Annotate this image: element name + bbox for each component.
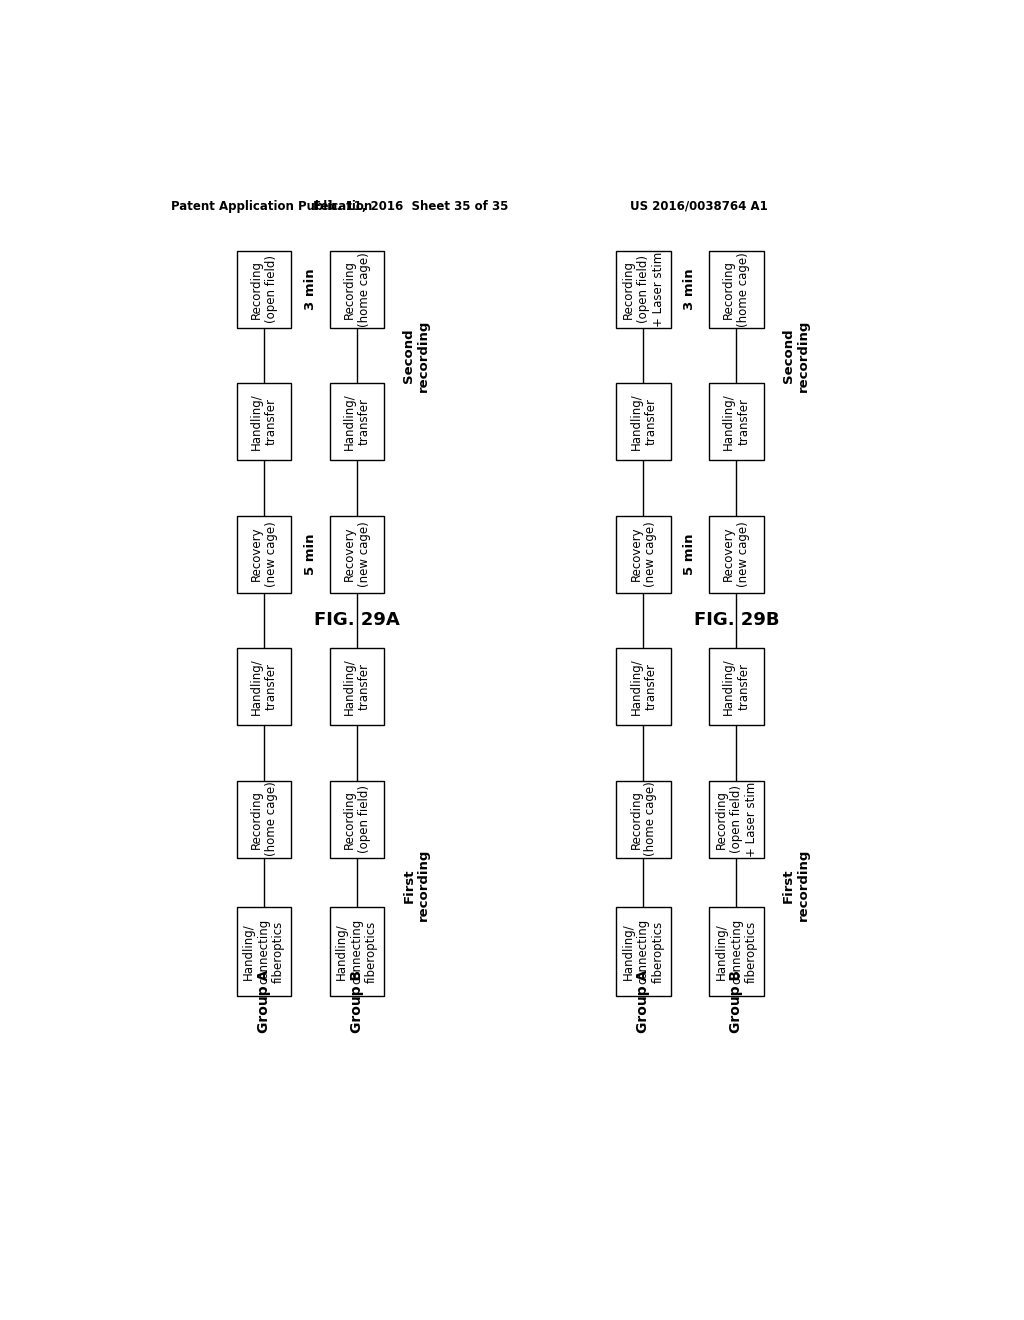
FancyBboxPatch shape [330,907,384,995]
Text: 3 min: 3 min [304,268,316,310]
FancyBboxPatch shape [710,251,764,327]
FancyBboxPatch shape [616,516,671,593]
Text: Group A: Group A [257,970,270,1034]
Text: Recovery
(new cage): Recovery (new cage) [250,521,278,587]
Text: Recording
(home cage): Recording (home cage) [630,781,657,857]
Text: Recording
(home cage): Recording (home cage) [343,252,371,326]
Text: Second
recording: Second recording [782,319,810,392]
FancyBboxPatch shape [710,516,764,593]
Text: Second
recording: Second recording [402,319,430,392]
Text: Group A: Group A [636,970,650,1034]
Text: Handling/
connecting
fiberoptics: Handling/ connecting fiberoptics [715,919,758,985]
Text: Recording
(open field): Recording (open field) [343,785,371,853]
Text: Handling/
connecting
fiberoptics: Handling/ connecting fiberoptics [242,919,285,985]
FancyBboxPatch shape [616,780,671,858]
Text: Handling/
transfer: Handling/ transfer [630,659,657,715]
Text: Handling/
transfer: Handling/ transfer [250,659,278,715]
FancyBboxPatch shape [330,648,384,725]
Text: Handling/
transfer: Handling/ transfer [722,659,751,715]
FancyBboxPatch shape [616,648,671,725]
Text: Recording
(home cage): Recording (home cage) [250,781,278,857]
Text: Recording
(open field): Recording (open field) [250,255,278,323]
FancyBboxPatch shape [237,383,291,461]
Text: Handling/
transfer: Handling/ transfer [630,393,657,450]
FancyBboxPatch shape [330,516,384,593]
FancyBboxPatch shape [616,251,671,327]
Text: Group B: Group B [349,970,364,1034]
Text: Recording
(home cage): Recording (home cage) [722,252,751,326]
Text: 5 min: 5 min [304,533,316,576]
FancyBboxPatch shape [237,648,291,725]
FancyBboxPatch shape [237,516,291,593]
Text: 3 min: 3 min [683,268,696,310]
Text: Recovery
(new cage): Recovery (new cage) [343,521,371,587]
Text: US 2016/0038764 A1: US 2016/0038764 A1 [630,199,768,213]
Text: Handling/
transfer: Handling/ transfer [250,393,278,450]
FancyBboxPatch shape [237,251,291,327]
FancyBboxPatch shape [710,780,764,858]
Text: Feb. 11, 2016  Sheet 35 of 35: Feb. 11, 2016 Sheet 35 of 35 [313,199,509,213]
Text: First
recording: First recording [402,849,430,921]
FancyBboxPatch shape [237,907,291,995]
FancyBboxPatch shape [330,251,384,327]
Text: Recording
(open field)
+ Laser stim: Recording (open field) + Laser stim [715,781,758,857]
FancyBboxPatch shape [710,383,764,461]
Text: First
recording: First recording [782,849,810,921]
Text: FIG. 29B: FIG. 29B [693,611,779,630]
Text: Patent Application Publication: Patent Application Publication [171,199,372,213]
Text: Handling/
transfer: Handling/ transfer [343,393,371,450]
Text: Recording
(open field)
+ Laser stim: Recording (open field) + Laser stim [622,252,665,327]
Text: Handling/
transfer: Handling/ transfer [343,659,371,715]
Text: Recovery
(new cage): Recovery (new cage) [630,521,657,587]
Text: 5 min: 5 min [683,533,696,576]
FancyBboxPatch shape [710,907,764,995]
Text: Handling/
connecting
fiberoptics: Handling/ connecting fiberoptics [335,919,378,985]
Text: Handling/
connecting
fiberoptics: Handling/ connecting fiberoptics [622,919,665,985]
FancyBboxPatch shape [616,907,671,995]
FancyBboxPatch shape [237,780,291,858]
FancyBboxPatch shape [330,383,384,461]
Text: Recovery
(new cage): Recovery (new cage) [722,521,751,587]
FancyBboxPatch shape [330,780,384,858]
FancyBboxPatch shape [710,648,764,725]
Text: Handling/
transfer: Handling/ transfer [722,393,751,450]
FancyBboxPatch shape [616,383,671,461]
Text: Group B: Group B [729,970,743,1034]
Text: FIG. 29A: FIG. 29A [313,611,399,630]
